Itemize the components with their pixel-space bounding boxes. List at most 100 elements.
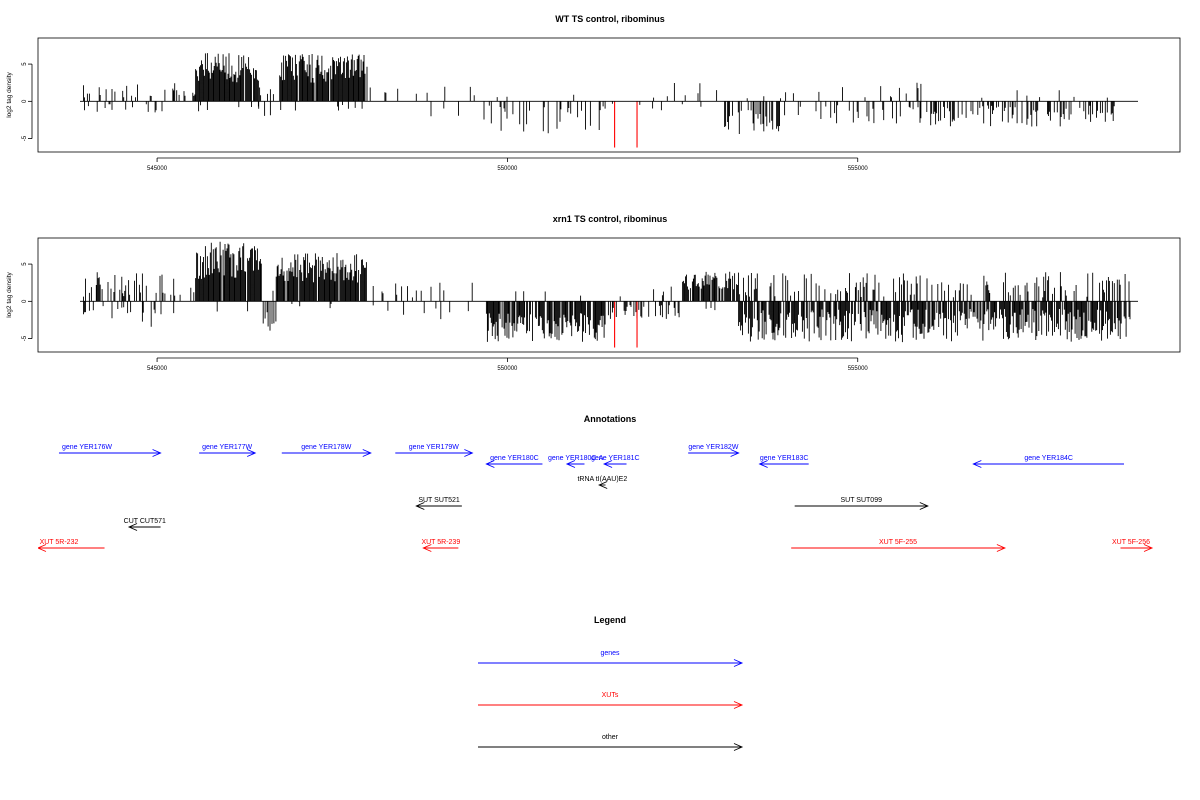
- feature-label: gene YER182W: [688, 444, 738, 451]
- y-tick-label: -5: [22, 135, 28, 141]
- legend-items: genes XUTs other: [478, 650, 744, 751]
- annotation-feature: XUT 5F-255: [791, 539, 1006, 552]
- plot-frame: [37, 37, 1181, 153]
- x-ticks: 545000 550000 555000: [147, 158, 868, 172]
- feature-arrowhead: [464, 449, 474, 457]
- panel-xrn1-ts-control: xrn1 TS control, ribominus 545000 550000 5…: [6, 214, 1181, 372]
- y-tick-label: 5: [22, 62, 28, 66]
- annotations-title: Annotations: [584, 414, 637, 424]
- legend-title: Legend: [594, 615, 626, 625]
- feature-label: gene YER184C: [1024, 455, 1073, 462]
- legend-label: genes: [600, 650, 620, 657]
- coverage-bars: [83, 241, 1131, 343]
- annotation-feature: tRNA tI(AAU)E2: [577, 476, 627, 489]
- annotation-feature: gene YER178W: [281, 444, 372, 457]
- coverage-bar-series: [83, 53, 1115, 134]
- y-tick-label: 5: [22, 262, 28, 266]
- x-tick-label: 550000: [497, 166, 518, 172]
- annotation-feature: XUT 5R-239: [421, 539, 460, 552]
- annotation-feature: gene YER176W: [58, 444, 162, 457]
- feature-arrowhead: [602, 460, 613, 468]
- feature-arrowhead: [598, 481, 608, 489]
- feature-label: gene YER177W: [202, 444, 252, 451]
- annotation-feature: CUT CUT571: [124, 518, 166, 531]
- feature-arrowhead: [758, 460, 768, 468]
- x-tick-label: 545000: [147, 366, 168, 372]
- x-tick-label: 545000: [147, 166, 168, 172]
- annotation-feature: XUT 5R-232: [38, 539, 105, 552]
- y-ticks: -5 0 5: [22, 262, 32, 341]
- annotation-feature: gene YER183C: [758, 455, 809, 468]
- feature-arrowhead: [485, 460, 495, 468]
- feature-arrowhead: [996, 544, 1006, 552]
- legend-item: genes: [478, 650, 744, 667]
- feature-label: SUT SUT099: [840, 497, 882, 504]
- feature-label: gene YER183C: [760, 455, 809, 462]
- feature-arrowhead: [246, 449, 257, 457]
- legend-label: other: [602, 734, 619, 741]
- feature-arrowhead: [422, 544, 432, 552]
- annotation-feature: SUT SUT099: [794, 497, 929, 510]
- annotation-features: gene YER176W gene YER177W gene YER178W gene…: [38, 444, 1154, 552]
- feature-arrowhead: [730, 449, 740, 457]
- annotation-feature: XUT 5F-256: [1112, 539, 1154, 552]
- feature-label: XUT 5F-256: [1112, 539, 1150, 546]
- feature-arrowhead: [38, 544, 47, 552]
- annotation-feature: gene YER181C: [591, 455, 640, 468]
- annotation-feature: gene YER182W: [688, 444, 740, 457]
- legend: Legend genes XUTs other: [478, 615, 744, 751]
- legend-item: other: [478, 734, 744, 751]
- y-tick-label: 0: [22, 99, 28, 103]
- annotation-feature: gene YER180C-A: [548, 455, 604, 468]
- annotation-feature: SUT SUT521: [415, 497, 462, 510]
- annotation-feature: gene YER180C: [485, 455, 543, 468]
- x-tick-label: 550000: [497, 366, 518, 372]
- feature-arrowhead: [1143, 544, 1154, 552]
- x-ticks: 545000 550000 555000: [147, 358, 868, 372]
- legend-arrowhead: [733, 701, 744, 709]
- x-tick-label: 555000: [848, 366, 869, 372]
- coverage-bar-series: [83, 241, 1131, 343]
- highlight-bars: [614, 301, 638, 348]
- feature-arrowhead: [127, 523, 138, 531]
- feature-arrowhead: [565, 460, 576, 468]
- feature-label: tRNA tI(AAU)E2: [577, 476, 627, 483]
- feature-label: gene YER176W: [62, 444, 112, 451]
- panel-wt-ts-control: WT TS control, ribominus 545000 550000 555…: [6, 14, 1181, 172]
- legend-label: XUTs: [602, 692, 619, 699]
- feature-arrowhead: [919, 502, 929, 510]
- feature-label: gene YER180C: [490, 455, 539, 462]
- legend-item: XUTs: [478, 692, 744, 709]
- panel-title: WT TS control, ribominus: [555, 14, 665, 24]
- legend-arrowhead: [733, 743, 744, 751]
- highlight-bars: [614, 101, 638, 148]
- y-ticks: -5 0 5: [22, 62, 32, 141]
- feature-label: gene YER178W: [301, 444, 351, 451]
- feature-label: SUT SUT521: [418, 497, 460, 504]
- y-tick-label: -5: [22, 335, 28, 341]
- feature-arrowhead: [972, 460, 982, 468]
- plot-frame: [37, 237, 1181, 353]
- legend-arrowhead: [733, 659, 744, 667]
- feature-arrowhead: [362, 449, 372, 457]
- y-tick-label: 0: [22, 299, 28, 303]
- feature-label: XUT 5R-232: [40, 539, 79, 546]
- annotation-feature: gene YER179W: [395, 444, 474, 457]
- x-tick-label: 555000: [848, 166, 869, 172]
- coverage-bars: [83, 53, 1115, 134]
- feature-label: gene YER180C-A: [548, 455, 604, 462]
- annotations-track: Annotations gene YER176W gene YER177W gene…: [38, 414, 1154, 552]
- panel-title: xrn1 TS control, ribominus: [553, 214, 668, 224]
- feature-arrowhead: [415, 502, 425, 510]
- feature-label: XUT 5R-239: [421, 539, 460, 546]
- y-axis-label: log2 tag density: [6, 271, 13, 317]
- y-axis-label: log2 tag density: [6, 71, 13, 117]
- feature-label: CUT CUT571: [124, 518, 166, 525]
- annotation-feature: gene YER184C: [972, 455, 1124, 468]
- feature-label: gene YER179W: [409, 444, 459, 451]
- feature-label: gene YER181C: [591, 455, 640, 462]
- feature-label: XUT 5F-255: [879, 539, 917, 546]
- annotation-feature: gene YER177W: [199, 444, 257, 457]
- feature-arrowhead: [152, 449, 162, 457]
